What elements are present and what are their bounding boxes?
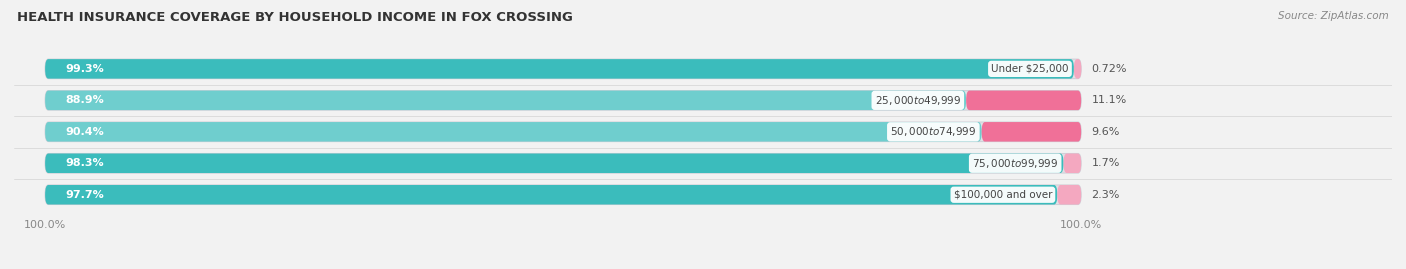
- FancyBboxPatch shape: [45, 59, 1081, 79]
- Text: 1.7%: 1.7%: [1091, 158, 1119, 168]
- FancyBboxPatch shape: [45, 122, 981, 141]
- FancyBboxPatch shape: [45, 91, 1081, 110]
- Text: 2.3%: 2.3%: [1091, 190, 1119, 200]
- FancyBboxPatch shape: [45, 154, 1081, 173]
- Text: 88.9%: 88.9%: [66, 95, 104, 105]
- Text: HEALTH INSURANCE COVERAGE BY HOUSEHOLD INCOME IN FOX CROSSING: HEALTH INSURANCE COVERAGE BY HOUSEHOLD I…: [17, 11, 572, 24]
- Text: 11.1%: 11.1%: [1091, 95, 1126, 105]
- FancyBboxPatch shape: [45, 122, 1081, 141]
- Text: 99.3%: 99.3%: [66, 64, 104, 74]
- Text: 0.72%: 0.72%: [1091, 64, 1128, 74]
- FancyBboxPatch shape: [45, 154, 1063, 173]
- Text: 98.3%: 98.3%: [66, 158, 104, 168]
- FancyBboxPatch shape: [45, 59, 1074, 79]
- Legend: With Coverage, Without Coverage: With Coverage, Without Coverage: [419, 266, 655, 269]
- FancyBboxPatch shape: [1074, 59, 1081, 79]
- FancyBboxPatch shape: [45, 185, 1081, 204]
- FancyBboxPatch shape: [966, 91, 1081, 110]
- Text: 97.7%: 97.7%: [66, 190, 104, 200]
- Text: $50,000 to $74,999: $50,000 to $74,999: [890, 125, 977, 138]
- Text: 9.6%: 9.6%: [1091, 127, 1119, 137]
- Text: $100,000 and over: $100,000 and over: [953, 190, 1052, 200]
- Text: 90.4%: 90.4%: [66, 127, 104, 137]
- FancyBboxPatch shape: [981, 122, 1081, 141]
- FancyBboxPatch shape: [45, 185, 1057, 204]
- FancyBboxPatch shape: [45, 91, 966, 110]
- FancyBboxPatch shape: [1057, 185, 1081, 204]
- Text: Under $25,000: Under $25,000: [991, 64, 1069, 74]
- Text: $25,000 to $49,999: $25,000 to $49,999: [875, 94, 960, 107]
- FancyBboxPatch shape: [1063, 154, 1081, 173]
- Text: $75,000 to $99,999: $75,000 to $99,999: [972, 157, 1059, 170]
- Text: Source: ZipAtlas.com: Source: ZipAtlas.com: [1278, 11, 1389, 21]
